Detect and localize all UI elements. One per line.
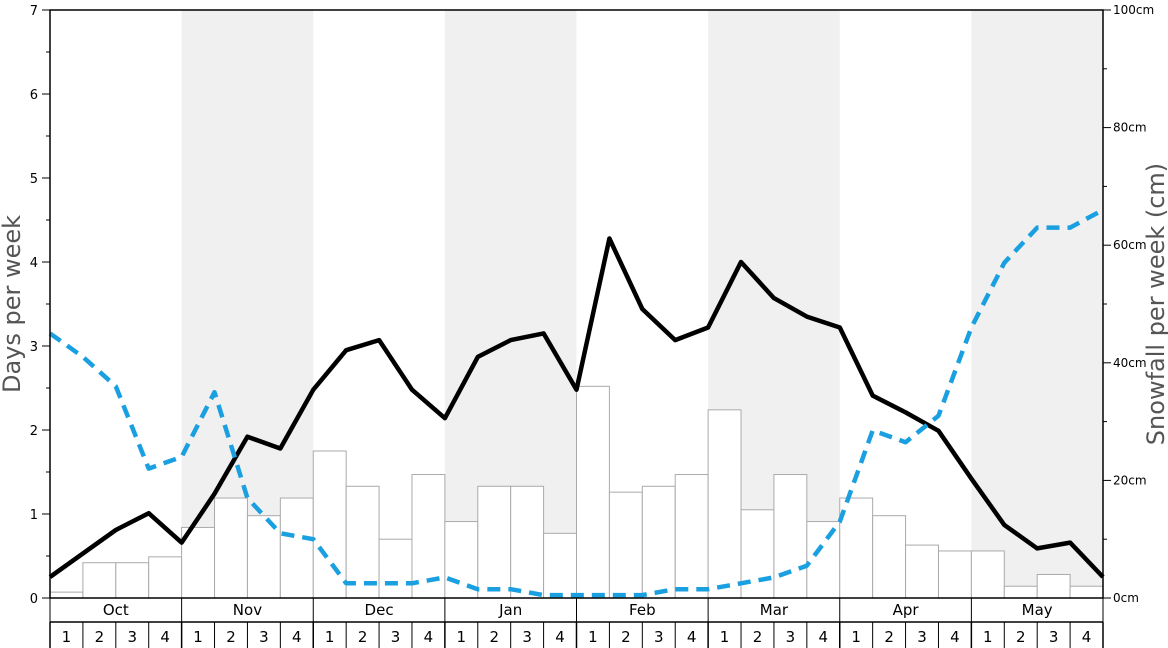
month-label: Dec [365,601,394,619]
month-label: Mar [760,601,789,619]
week-label: 2 [95,628,105,646]
snowfall-bar [214,497,248,599]
week-label: 1 [457,628,467,646]
snowfall-bar [608,491,643,599]
snowfall-bar [773,474,808,599]
snowfall-bar [905,544,939,599]
week-label: 1 [325,628,335,646]
snowfall-bar [641,485,676,599]
right-tick-label: 20cm [1113,473,1147,487]
snowfall-bar [937,550,972,599]
snowfall-bar [576,385,610,599]
data-lines [48,207,1105,598]
snowfall-bar [707,409,742,599]
snowfall-bar [674,474,709,599]
dashed-line-series [48,207,1105,598]
left-tick-label: 6 [30,88,38,103]
week-label: 4 [687,628,697,646]
snowfall-bar [82,562,117,599]
week-label: 1 [720,628,730,646]
snowfall-bar [1069,585,1104,599]
week-label: 3 [654,628,664,646]
right-tick-label: 100cm [1113,3,1154,17]
right-axis: 0cm 20cm 40cm 60cm 80cm 100cm [1103,3,1154,605]
month-label: Jan [498,601,522,619]
month-label: Oct [103,601,129,619]
snowfall-bar [740,509,775,599]
left-tick-label: 3 [30,340,38,355]
snowfall-bar [411,474,446,599]
left-tick-label: 5 [30,172,38,187]
left-tick-label: 4 [30,256,38,271]
week-label: 2 [621,628,631,646]
snowfall-bar [378,538,413,599]
week-label: 4 [160,628,170,646]
week-label: 1 [62,628,72,646]
month-label: Feb [629,601,656,619]
snowfall-bar [312,450,347,599]
left-axis: 0 1 2 3 4 5 6 7 [30,4,50,607]
snowfall-bar [510,485,545,599]
left-tick-label: 0 [30,592,38,607]
week-label: 2 [1016,628,1026,646]
snowfall-bar [543,532,577,599]
week-label: 2 [489,628,499,646]
week-label: 3 [259,628,269,646]
week-row: 1 2 3 4 1 2 3 4 1 2 3 4 1 2 3 4 1 2 3 4 1 2 3 4 1 2 3 4 1 2 3 4 [49,622,1104,648]
week-label: 2 [358,628,368,646]
right-tick-label: 80cm [1113,121,1147,135]
right-axis-title: Snowfall per week (cm) [1142,163,1168,445]
snowfall-bar [115,562,150,599]
snowfall-bar [477,485,512,599]
right-tick-label: 40cm [1113,356,1147,370]
week-label: 4 [819,628,829,646]
right-tick-label: 60cm [1113,238,1147,252]
week-label: 2 [226,628,236,646]
right-tick-label: 0cm [1113,591,1139,605]
month-label: May [1022,601,1053,619]
solid-line-series [48,236,1105,579]
snowfall-bar [806,521,841,599]
week-label: 1 [588,628,598,646]
week-label: 3 [391,628,401,646]
snowfall-bar [345,485,380,599]
snowfall-bar [279,497,314,599]
month-shading [181,10,1103,598]
snowfall-bar [148,556,183,599]
snowfall-bar [872,515,907,599]
snowfall-bars [49,385,1104,599]
week-label: 4 [1082,628,1092,646]
week-label: 4 [292,628,302,646]
left-tick-label: 7 [30,4,38,19]
week-label: 1 [983,628,993,646]
week-label: 3 [786,628,796,646]
month-shade-may [971,10,1103,598]
left-tick-label: 1 [30,508,38,523]
week-label: 3 [1049,628,1059,646]
week-label: 1 [851,628,861,646]
week-label: 2 [884,628,894,646]
snowfall-bar [839,497,874,599]
month-label: Apr [893,601,920,619]
week-label: 3 [917,628,927,646]
month-row: Oct Nov Dec Jan Feb Mar Apr May [49,598,1104,623]
week-label: 3 [522,628,532,646]
week-label: 2 [753,628,763,646]
snowfall-bar [1003,585,1038,599]
week-label: 4 [950,628,960,646]
snowfall-bar [1036,573,1071,599]
week-label: 4 [555,628,565,646]
snowfall-bar [49,591,84,599]
left-tick-label: 2 [30,424,38,439]
left-axis-title: Days per week [0,215,26,393]
snowfall-bar [970,550,1005,599]
week-label: 3 [127,628,137,646]
week-label: 4 [424,628,434,646]
week-label: 1 [193,628,203,646]
month-label: Nov [233,601,262,619]
